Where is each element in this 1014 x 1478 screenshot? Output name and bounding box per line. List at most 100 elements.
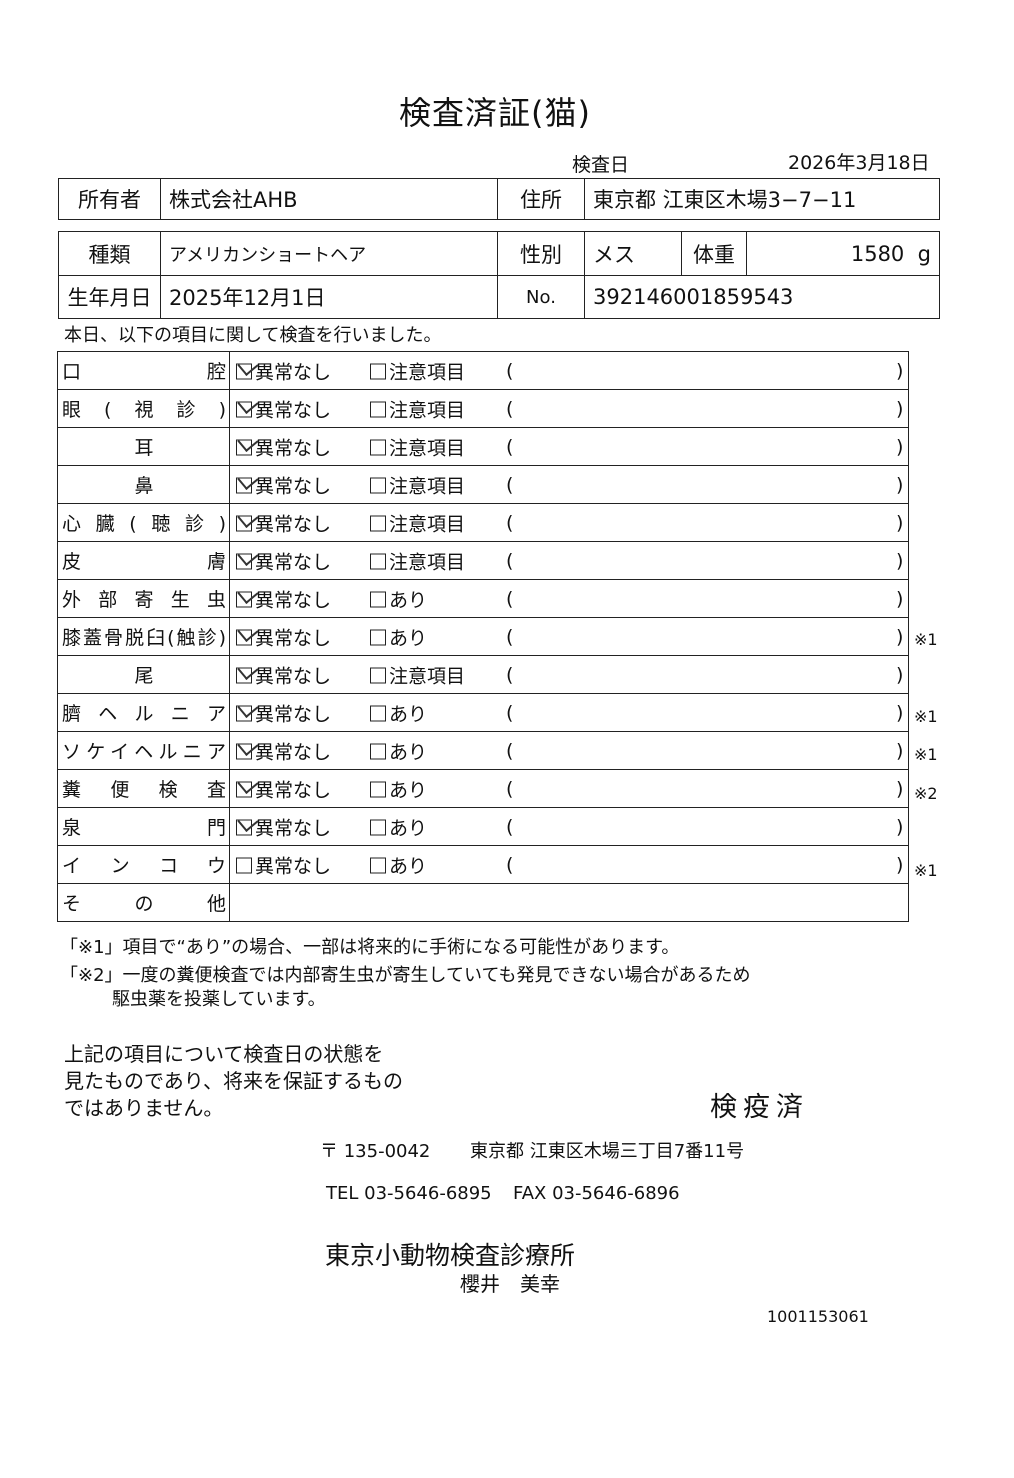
- checkbox-icon[interactable]: [370, 667, 386, 683]
- footnote-1: 「※1」項目で“あり”の場合、一部は将来的に手術になる可能性があります。: [60, 937, 680, 958]
- owner-value: 株式会社AHB: [160, 178, 498, 220]
- checkbox-icon[interactable]: [370, 591, 386, 607]
- item-options: 異常なし 注意項目 ( ): [229, 427, 909, 466]
- normal-label: 異常なし: [255, 513, 332, 535]
- checkbox-icon[interactable]: [236, 857, 252, 873]
- item-label-cell: 糞便検査: [57, 769, 230, 808]
- item-footnote-mark: ※2: [914, 783, 938, 803]
- inspection-items-table: 口腔 異常なし 注意項目 ( ) 眼(視診) 異常なし 注意項目 ( ) 耳 異…: [57, 351, 909, 922]
- checked-checkbox-icon[interactable]: [236, 401, 252, 417]
- inspection-row: 膝蓋骨脱臼(触診) 異常なし あり ( ): [57, 617, 909, 656]
- alt-option[interactable]: あり: [370, 851, 427, 878]
- normal-option[interactable]: 異常なし: [236, 509, 331, 536]
- normal-option[interactable]: 異常なし: [236, 813, 331, 840]
- alt-label: あり: [389, 627, 428, 649]
- normal-option[interactable]: 異常なし: [236, 851, 331, 878]
- alt-option[interactable]: 注意項目: [370, 395, 465, 422]
- close-paren: ): [896, 511, 904, 534]
- checked-checkbox-icon[interactable]: [236, 819, 252, 835]
- close-paren: ): [896, 777, 904, 800]
- checked-checkbox-icon[interactable]: [236, 591, 252, 607]
- normal-label: 異常なし: [255, 817, 332, 839]
- checkbox-icon[interactable]: [370, 819, 386, 835]
- normal-option[interactable]: 異常なし: [236, 357, 331, 384]
- alt-option[interactable]: 注意項目: [370, 509, 465, 536]
- alt-option[interactable]: 注意項目: [370, 433, 465, 460]
- normal-option[interactable]: 異常なし: [236, 395, 331, 422]
- close-paren: ): [896, 473, 904, 496]
- item-label: 臍ヘルニア: [62, 703, 226, 725]
- checkbox-icon[interactable]: [370, 743, 386, 759]
- alt-label: 注意項目: [389, 551, 466, 573]
- checkbox-icon[interactable]: [370, 439, 386, 455]
- checkbox-icon[interactable]: [370, 781, 386, 797]
- other-label: その他: [62, 893, 226, 915]
- alt-option[interactable]: あり: [370, 775, 427, 802]
- checkbox-icon[interactable]: [370, 477, 386, 493]
- item-label-cell: 眼(視診): [57, 389, 230, 428]
- other-value: [229, 883, 909, 922]
- no-label: No.: [497, 275, 585, 319]
- checkbox-icon[interactable]: [370, 363, 386, 379]
- inspection-row: インコウ 異常なし あり ( ): [57, 845, 909, 884]
- checked-checkbox-icon[interactable]: [236, 629, 252, 645]
- checkbox-icon[interactable]: [370, 515, 386, 531]
- normal-option[interactable]: 異常なし: [236, 433, 331, 460]
- open-paren: (: [506, 511, 514, 534]
- open-paren: (: [506, 473, 514, 496]
- inspection-row: 心臓(聴診) 異常なし 注意項目 ( ): [57, 503, 909, 542]
- breed-value: アメリカンショートヘア: [160, 231, 498, 276]
- normal-option[interactable]: 異常なし: [236, 585, 331, 612]
- open-paren: (: [506, 587, 514, 610]
- alt-option[interactable]: あり: [370, 699, 427, 726]
- alt-label: あり: [389, 817, 428, 839]
- checked-checkbox-icon[interactable]: [236, 363, 252, 379]
- checked-checkbox-icon[interactable]: [236, 705, 252, 721]
- close-paren: ): [896, 815, 904, 838]
- checked-checkbox-icon[interactable]: [236, 439, 252, 455]
- alt-option[interactable]: あり: [370, 585, 427, 612]
- normal-option[interactable]: 異常なし: [236, 699, 331, 726]
- item-options: 異常なし あり ( ): [229, 845, 909, 884]
- weight-label: 体重: [681, 231, 747, 276]
- open-paren: (: [506, 663, 514, 686]
- checked-checkbox-icon[interactable]: [236, 667, 252, 683]
- item-options: 異常なし 注意項目 ( ): [229, 541, 909, 580]
- normal-option[interactable]: 異常なし: [236, 547, 331, 574]
- disclaimer-line-2: 見たものであり、将来を保証するもの: [64, 1069, 403, 1093]
- item-label-cell: 耳: [57, 427, 230, 466]
- alt-option[interactable]: 注意項目: [370, 471, 465, 498]
- alt-label: あり: [389, 779, 428, 801]
- alt-option[interactable]: あり: [370, 623, 427, 650]
- alt-option[interactable]: 注意項目: [370, 661, 465, 688]
- alt-option[interactable]: あり: [370, 813, 427, 840]
- checked-checkbox-icon[interactable]: [236, 477, 252, 493]
- checked-checkbox-icon[interactable]: [236, 515, 252, 531]
- inspection-row: 尾 異常なし 注意項目 ( ): [57, 655, 909, 694]
- checked-checkbox-icon[interactable]: [236, 781, 252, 797]
- item-footnote-mark: ※1: [914, 706, 938, 726]
- normal-option[interactable]: 異常なし: [236, 737, 331, 764]
- owner-label: 所有者: [58, 178, 161, 220]
- alt-option[interactable]: あり: [370, 737, 427, 764]
- normal-option[interactable]: 異常なし: [236, 775, 331, 802]
- item-options: 異常なし あり ( ): [229, 769, 909, 808]
- inspection-row: 皮膚 異常なし 注意項目 ( ): [57, 541, 909, 580]
- normal-option[interactable]: 異常なし: [236, 623, 331, 650]
- checked-checkbox-icon[interactable]: [236, 553, 252, 569]
- item-label: ソケイヘルニア: [62, 741, 226, 763]
- checkbox-icon[interactable]: [370, 401, 386, 417]
- item-footnote-mark: ※1: [914, 745, 938, 764]
- normal-option[interactable]: 異常なし: [236, 661, 331, 688]
- checked-checkbox-icon[interactable]: [236, 743, 252, 759]
- checkbox-icon[interactable]: [370, 705, 386, 721]
- alt-option[interactable]: 注意項目: [370, 357, 465, 384]
- checkbox-icon[interactable]: [370, 629, 386, 645]
- normal-option[interactable]: 異常なし: [236, 471, 331, 498]
- item-label: 泉門: [62, 817, 226, 839]
- checkbox-icon[interactable]: [370, 553, 386, 569]
- close-paren: ): [896, 853, 904, 876]
- alt-option[interactable]: 注意項目: [370, 547, 465, 574]
- checkbox-icon[interactable]: [370, 857, 386, 873]
- item-label: 膝蓋骨脱臼(触診): [62, 627, 226, 649]
